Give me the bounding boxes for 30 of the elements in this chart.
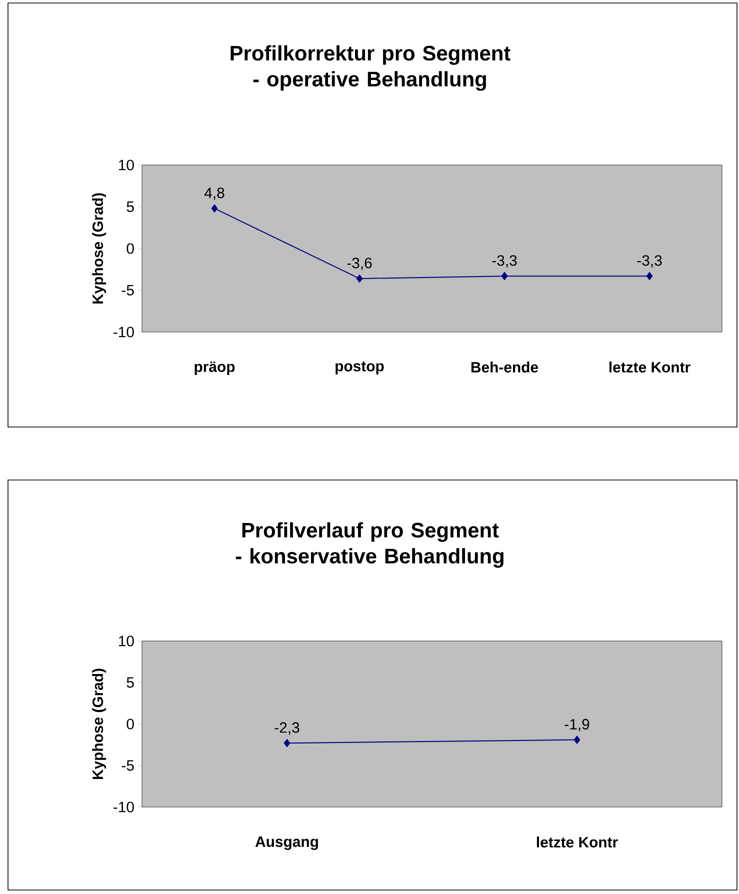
point	[646, 272, 653, 280]
y-tick-label: -10	[114, 802, 134, 812]
point	[211, 204, 218, 212]
y-tick-label: 5	[126, 677, 134, 688]
y-tick-label: 10	[119, 160, 134, 170]
x-tick-label: postop	[336, 362, 384, 374]
y-tick-label: 5	[126, 202, 134, 212]
y-axis-title: Kyphose (Grad)	[92, 668, 106, 780]
y-axis-title: Kyphose (Grad)	[92, 193, 106, 304]
y-tick-label: 0	[126, 243, 134, 254]
point	[501, 272, 508, 280]
y-tick-label: 10	[119, 636, 134, 646]
data-label: -2,3	[274, 722, 300, 735]
chart-title: Profilkorrektur pro Segment - operative Behandlung	[230, 45, 510, 91]
point	[356, 274, 363, 283]
data-label: -1,9	[564, 718, 590, 732]
data-label: 4,8	[204, 188, 224, 200]
x-tick-label: präop	[194, 362, 235, 375]
data-label: -3,3	[637, 255, 662, 268]
y-tick-label: 0	[126, 718, 134, 730]
y-tick-label: -5	[122, 760, 134, 771]
y-tick-label: -10	[114, 326, 134, 338]
x-tick-label: letzte Kontr	[609, 362, 690, 372]
data-label: -3,6	[347, 258, 372, 270]
chart-title: Profilverlauf pro Segment - konservative Behandlung	[236, 522, 504, 568]
y-tick-label: -5	[122, 285, 134, 296]
x-tick-label: letzte Kontr	[536, 836, 618, 848]
x-tick-label: Ausgang	[255, 836, 318, 850]
x-tick-label: Beh-ende	[471, 362, 538, 372]
data-label: -3,3	[492, 255, 517, 268]
